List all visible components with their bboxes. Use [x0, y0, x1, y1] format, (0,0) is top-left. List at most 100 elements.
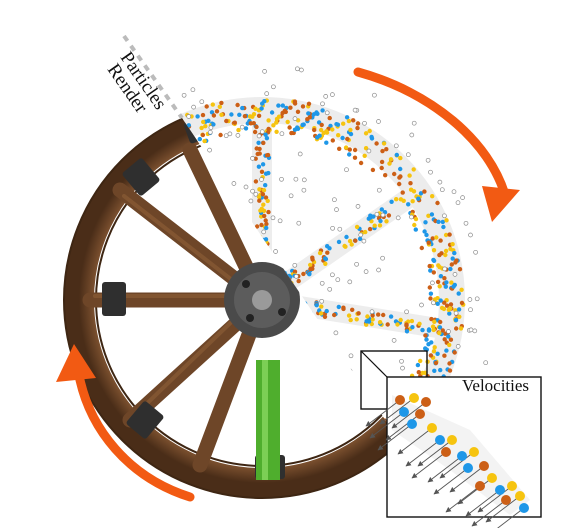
particle-dot — [444, 303, 450, 308]
particle-dot — [398, 166, 403, 172]
particle-dot — [341, 121, 346, 126]
particle-dot — [201, 119, 206, 125]
velocity-arrow — [391, 401, 427, 429]
particle-dot — [314, 303, 319, 308]
particle-dot — [266, 252, 271, 258]
particle-dot — [385, 322, 390, 327]
particle-dot — [446, 334, 451, 339]
particle-dot — [275, 343, 281, 349]
particle-dot — [279, 131, 285, 137]
particle-dot — [274, 129, 279, 134]
particle-dot — [55, 396, 59, 400]
particle-dot — [224, 118, 229, 124]
particle-dot — [427, 263, 432, 269]
particle-dot — [197, 211, 202, 217]
particle-dot — [306, 101, 312, 107]
particle-dot — [309, 353, 314, 359]
particle-dot — [381, 312, 386, 318]
particle-dot — [253, 106, 258, 112]
particle-dot — [317, 133, 322, 138]
particle-dot — [186, 123, 191, 128]
particle-dot — [263, 218, 268, 223]
particle-dot — [219, 112, 224, 118]
velocity-arrow — [377, 423, 413, 451]
particle-dot — [363, 146, 369, 151]
particle-dot — [384, 219, 389, 224]
particle-dot — [432, 319, 437, 324]
particle-dot — [438, 274, 444, 279]
particle-dot — [324, 308, 329, 314]
particle-dot — [323, 94, 329, 99]
particle-dot — [437, 330, 442, 336]
particle-dot — [237, 112, 242, 118]
particle-dot — [296, 339, 301, 345]
particle-dot — [442, 266, 448, 272]
particle-dot — [413, 216, 419, 222]
particle-dot — [266, 209, 271, 215]
particle-dot — [307, 496, 312, 501]
particle-dot — [301, 122, 306, 127]
particle-dot — [180, 334, 185, 339]
particle-dot — [259, 129, 265, 135]
particle-dot — [459, 300, 465, 306]
particle-dot — [426, 328, 432, 333]
particle-dot — [363, 269, 369, 274]
particle-dot — [442, 300, 447, 305]
particle-dot — [287, 333, 292, 338]
particle-dot — [398, 317, 403, 323]
velocity-particle — [487, 473, 497, 483]
particle-dot — [242, 377, 248, 382]
particle-dot — [214, 109, 220, 114]
particle-dot — [271, 84, 276, 90]
particle-dot — [204, 104, 209, 109]
particle-dot — [261, 208, 267, 213]
particle-dot — [483, 360, 489, 366]
particle-dot — [357, 236, 363, 241]
particle-dot — [259, 222, 264, 228]
particle-dot — [442, 337, 447, 342]
particle-dot — [343, 244, 348, 249]
particle-dot — [256, 113, 262, 119]
particle-dot — [262, 69, 267, 74]
particle-dot — [349, 403, 354, 408]
particle-dot — [441, 306, 447, 312]
particle-dot — [295, 340, 301, 345]
particle-dot — [179, 173, 184, 178]
particle-dot — [178, 174, 184, 179]
particle-dot — [199, 266, 204, 272]
particle-dot — [291, 323, 297, 328]
particle-dot — [256, 133, 262, 139]
particle-dot — [327, 344, 332, 349]
particle-dot — [412, 222, 417, 228]
particle-dot — [307, 508, 313, 514]
particle-dot — [437, 284, 442, 289]
particle-dot — [253, 179, 259, 184]
particle-dot — [294, 349, 299, 354]
velocity-particle — [457, 451, 467, 461]
particle-dot — [400, 365, 405, 371]
particle-dot — [454, 326, 459, 331]
particle-dot — [202, 138, 207, 144]
velocity-particle — [427, 423, 437, 433]
particle-dot — [355, 493, 361, 498]
particle-dot — [63, 346, 67, 350]
particle-dot — [319, 280, 325, 286]
particle-dot — [217, 317, 223, 323]
particle-dot — [189, 314, 195, 319]
particle-dot — [216, 246, 221, 251]
particle-dot — [474, 296, 480, 302]
particle-dot — [252, 256, 257, 261]
velocity-particle — [501, 495, 511, 505]
particle-dot — [307, 356, 313, 361]
particle-dot — [177, 178, 182, 183]
particle-dot — [240, 233, 246, 238]
particle-dot — [361, 238, 367, 244]
particle-dot — [448, 302, 454, 307]
particle-dot — [293, 176, 299, 182]
particle-dot — [448, 337, 454, 342]
particle-dot — [459, 287, 464, 292]
velocity-arrow — [465, 489, 501, 517]
particle-dot — [448, 266, 453, 272]
particle-dot — [300, 306, 305, 311]
particle-dot — [455, 344, 461, 349]
